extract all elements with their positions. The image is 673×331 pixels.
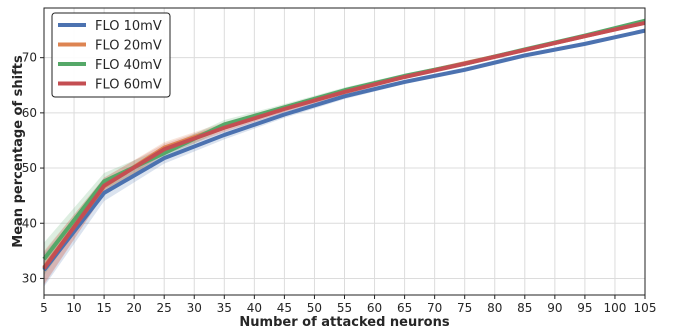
legend-label: FLO 40mV: [95, 58, 162, 73]
y-tick-label: 30: [22, 271, 37, 285]
y-axis-label: Mean percentage of shifts: [11, 55, 26, 248]
x-axis-label: Number of attacked neurons: [239, 315, 449, 330]
line-flo-10mv: [42, 28, 646, 272]
x-tick-label: 5: [40, 301, 48, 315]
series-lines: [42, 18, 646, 272]
x-tick-label: 10: [66, 301, 81, 315]
x-tick-label: 85: [517, 301, 532, 315]
x-tick-label: 35: [217, 301, 232, 315]
x-tick-label: 50: [307, 301, 322, 315]
x-tick-label: 60: [367, 301, 382, 315]
legend-label: FLO 60mV: [95, 78, 162, 93]
x-tick-label: 65: [397, 301, 412, 315]
y-tick-label: 70: [22, 51, 37, 65]
x-tick-label: 55: [337, 301, 352, 315]
legend-label: FLO 10mV: [95, 19, 162, 34]
legend-label: FLO 20mV: [95, 39, 162, 54]
x-tick-label: 100: [603, 301, 626, 315]
x-tick-label: 95: [577, 301, 592, 315]
x-tick-label: 40: [247, 301, 262, 315]
x-tick-label: 90: [547, 301, 562, 315]
x-tick-label: 70: [427, 301, 442, 315]
x-tick-label: 45: [277, 301, 292, 315]
line-flo-60mv: [42, 20, 646, 270]
y-axis-ticks: 30 40 50 60 70: [22, 51, 44, 285]
x-axis-ticks: 5 10 15 20 25 30 35 40 45 50 55 60 65 70 75 80 85 90 95 100…: [40, 295, 656, 315]
x-tick-label: 30: [187, 301, 202, 315]
y-tick-label: 50: [22, 161, 37, 175]
x-tick-label: 105: [634, 301, 657, 315]
legend-box: [51, 12, 171, 98]
x-tick-label: 80: [487, 301, 502, 315]
legend: FLO 10mV FLO 20mV FLO 40mV FLO 60mV: [51, 12, 171, 98]
grid: [43, 8, 646, 295]
x-tick-label: 75: [457, 301, 472, 315]
x-tick-label: 20: [127, 301, 142, 315]
y-tick-label: 60: [22, 106, 37, 120]
y-tick-label: 40: [22, 216, 37, 230]
x-tick-label: 15: [96, 301, 111, 315]
x-tick-label: 25: [157, 301, 172, 315]
